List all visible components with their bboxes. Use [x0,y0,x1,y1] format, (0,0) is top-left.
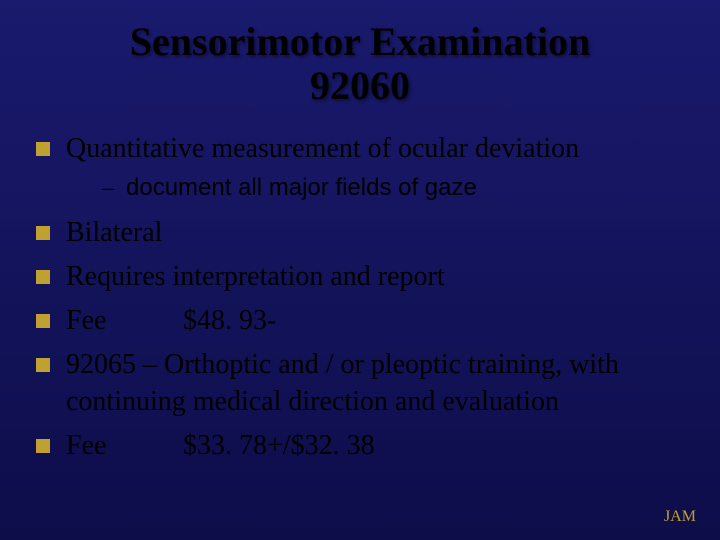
bullet-item: Quantitative measurement of ocular devia… [30,130,690,204]
bullet-item: Fee $48. 93- [30,302,690,340]
title-line-2: 92060 [310,63,410,108]
square-bullet-icon [36,358,50,372]
dash-bullet-icon: – [102,172,114,204]
square-bullet-icon [36,439,50,453]
sub-bullet-text: document all major fields of gaze [126,174,477,201]
bullet-list: Quantitative measurement of ocular devia… [30,130,690,465]
bullet-item: Bilateral [30,214,690,252]
fee-label: Fee [66,427,176,465]
bullet-text: 92065 – Orthoptic and / or pleoptic trai… [66,349,619,418]
bullet-text: Requires interpretation and report [66,261,445,292]
bullet-item: Requires interpretation and report [30,258,690,296]
sub-bullet-list: – document all major fields of gaze [66,172,690,204]
square-bullet-icon [36,314,50,328]
bullet-text: Quantitative measurement of ocular devia… [66,133,579,164]
fee-label: Fee [66,302,176,340]
fee-value: $33. 78+/$32. 38 [183,430,375,461]
square-bullet-icon [36,142,50,156]
square-bullet-icon [36,270,50,284]
slide-title: Sensorimotor Examination 92060 [30,20,690,108]
fee-value: $48. 93- [183,305,276,336]
square-bullet-icon [36,226,50,240]
title-line-1: Sensorimotor Examination [130,19,590,64]
slide: Sensorimotor Examination 92060 Quantitat… [0,0,720,540]
footer-initials: JAM [664,508,696,526]
sub-bullet-item: – document all major fields of gaze [102,172,690,204]
bullet-item: 92065 – Orthoptic and / or pleoptic trai… [30,346,690,422]
bullet-item: Fee $33. 78+/$32. 38 [30,427,690,465]
bullet-text: Bilateral [66,217,162,248]
